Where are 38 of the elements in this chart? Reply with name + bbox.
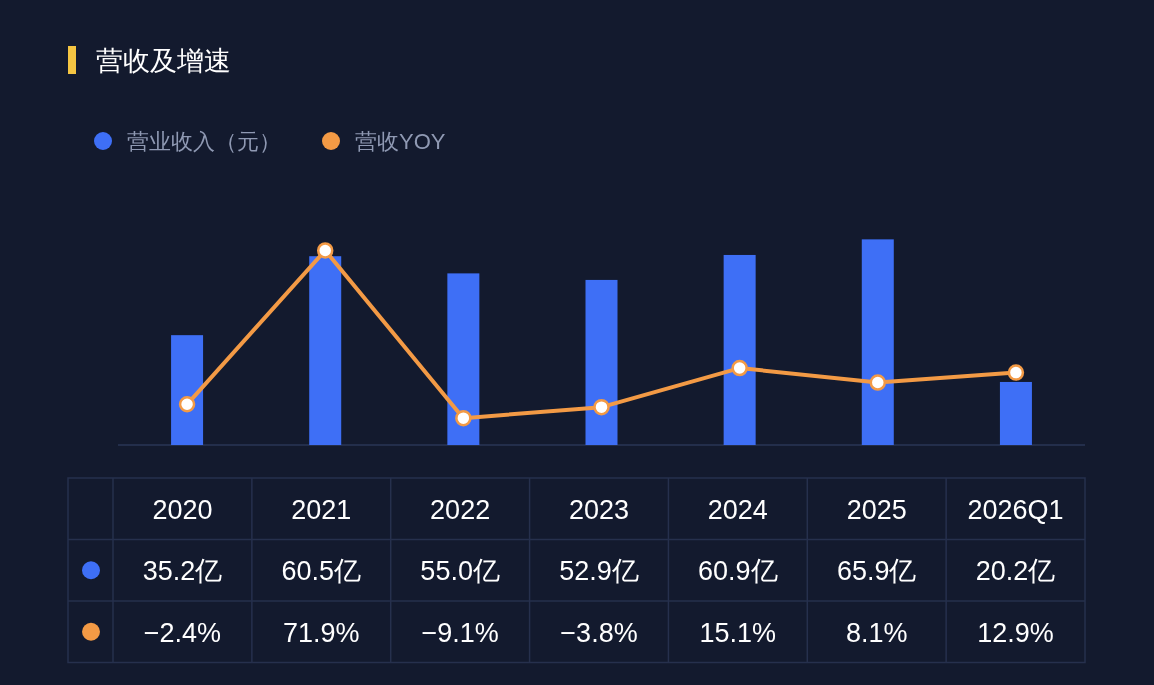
data-label: 71.9% [283,617,360,648]
data-label: 8.1% [845,617,908,648]
bar [309,256,342,445]
x-tick-label: 2022 [430,494,491,525]
x-tick-label: 2021 [291,494,352,525]
data-label: 35.2亿 [142,556,223,587]
point [731,359,748,377]
point [178,396,196,413]
data-label: −2.4% [143,617,222,648]
title: 营收及增速 [96,46,231,76]
point [455,409,472,427]
data-label: 60.5亿 [281,556,362,587]
x-tick-label: 2020 [152,494,213,525]
data-label: −3.8% [560,617,638,648]
point [1007,364,1025,381]
data-label: 55.0亿 [420,556,500,587]
x-tick-label: 2026Q1 [967,494,1064,525]
data-label: 65.9亿 [836,556,917,587]
x-tick-label: 2024 [707,494,768,525]
bar [723,254,756,445]
point [593,398,610,416]
data-label: 52.9亿 [559,556,639,587]
data-label: −9.1% [421,617,499,648]
bar [447,273,480,445]
bar [999,381,1032,445]
data-label: 12.9% [977,617,1054,648]
point [869,374,887,391]
data-label: 20.2亿 [975,556,1056,587]
x-tick-label: 2023 [568,494,630,525]
data-label: 60.9亿 [698,556,778,587]
legend-label: 营收YOY [355,129,446,154]
bar [585,279,618,445]
bar [861,239,894,445]
x-tick-label: 2025 [846,494,907,525]
bar [171,335,204,445]
legend-label: 营业收入（元） [127,129,281,154]
point [316,242,334,259]
data-label: 15.1% [699,617,777,648]
